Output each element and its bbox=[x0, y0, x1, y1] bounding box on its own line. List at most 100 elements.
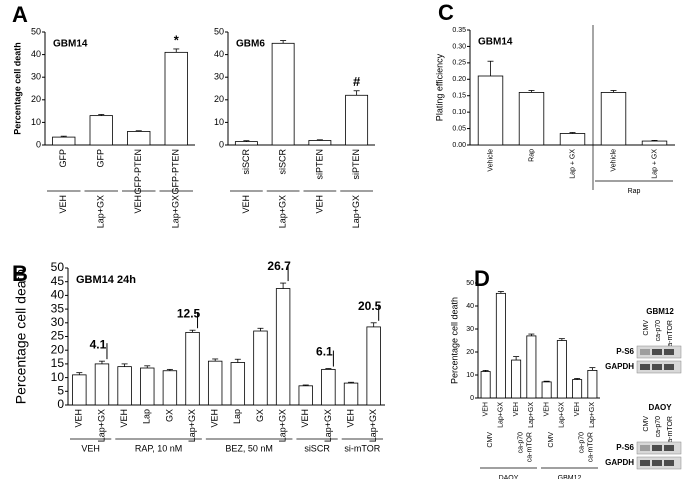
x-tick-label: VEH bbox=[543, 402, 550, 416]
group-label: CMV bbox=[487, 432, 494, 448]
blot-band bbox=[640, 445, 650, 451]
y-axis-label: Percentage cell death bbox=[12, 42, 22, 135]
y-tick-label: 30 bbox=[51, 315, 65, 329]
bar bbox=[518, 92, 545, 146]
x-tick-label: Vehicle bbox=[487, 149, 494, 172]
blot-lane: ca-p70 bbox=[655, 320, 662, 342]
x-tick-label: siPTEN bbox=[314, 149, 324, 180]
y-tick-label: 0 bbox=[36, 139, 41, 149]
bar bbox=[253, 330, 268, 406]
bar bbox=[480, 371, 491, 399]
x-tick-label: Lap bbox=[142, 409, 152, 424]
blot-band bbox=[652, 349, 662, 355]
x-tick-label: Lap+GX bbox=[528, 402, 535, 428]
group-label: si-mTOR bbox=[344, 443, 380, 453]
y-tick-label: 50 bbox=[31, 26, 41, 36]
panel-letter: D bbox=[474, 266, 490, 291]
blot-band bbox=[640, 349, 650, 355]
bar-annotation: 12.5 bbox=[177, 306, 201, 320]
group-label: Lap+GX bbox=[351, 195, 361, 228]
group-label: GBM12 bbox=[558, 475, 582, 479]
x-tick-label: GFP-PTEN bbox=[171, 149, 181, 195]
y-tick-label: 20 bbox=[31, 94, 41, 104]
blot-band bbox=[664, 460, 674, 466]
x-tick-label: Lap+GX bbox=[96, 409, 106, 442]
y-axis-label: Percentage cell death bbox=[13, 269, 29, 404]
y-tick-label: 30 bbox=[466, 326, 474, 333]
blot-band bbox=[664, 364, 674, 370]
y-tick-label: 40 bbox=[466, 303, 474, 310]
blot-row: GAPDH bbox=[605, 362, 634, 371]
group-label: CMV bbox=[548, 432, 555, 448]
bar bbox=[587, 369, 598, 399]
bar bbox=[572, 379, 583, 399]
blot-lane: CMV bbox=[643, 416, 650, 432]
bar bbox=[343, 382, 359, 406]
group-label: RAP, 10 nM bbox=[135, 443, 182, 453]
x-tick-label: siPTEN bbox=[351, 149, 361, 180]
y-tick-label: 40 bbox=[214, 49, 224, 59]
x-tick-label: GX bbox=[255, 409, 265, 422]
blot-title: DAOY bbox=[648, 403, 672, 412]
y-tick-label: 20 bbox=[466, 349, 474, 356]
y-tick-label: 0.05 bbox=[452, 125, 466, 132]
y-tick-label: 0.25 bbox=[452, 60, 466, 67]
bar-annotation: 6.1 bbox=[316, 345, 333, 359]
y-tick-label: 0.30 bbox=[452, 43, 466, 50]
y-tick-label: 0 bbox=[57, 397, 64, 411]
blot-band bbox=[664, 445, 674, 451]
x-tick-label: siSCR bbox=[278, 149, 288, 175]
blot-band bbox=[640, 460, 650, 466]
blot-lane: CMV bbox=[643, 320, 650, 336]
bar bbox=[541, 381, 552, 399]
blot-band bbox=[652, 364, 662, 370]
blot-lane: ca-mTOR bbox=[667, 320, 674, 350]
bar-annotation: * bbox=[174, 32, 180, 47]
y-axis-label: Percentage cell death bbox=[449, 297, 459, 384]
chart-title: GBM14 bbox=[478, 37, 513, 48]
y-tick-label: 40 bbox=[51, 288, 65, 302]
x-tick-label: GFP bbox=[96, 149, 106, 168]
y-tick-label: 10 bbox=[31, 117, 41, 127]
bar bbox=[298, 385, 313, 406]
blot-lane: ca-p70 bbox=[655, 416, 662, 438]
y-tick-label: 20 bbox=[214, 94, 224, 104]
bar bbox=[140, 367, 155, 406]
bar bbox=[127, 131, 151, 146]
y-tick-label: 10 bbox=[51, 370, 65, 384]
y-tick-label: 35 bbox=[51, 301, 65, 315]
blot-band bbox=[652, 460, 662, 466]
y-tick-label: 0.35 bbox=[452, 27, 466, 34]
group-label: ca-p70 bbox=[518, 432, 525, 454]
blot-title: GBM12 bbox=[646, 307, 674, 316]
bar bbox=[234, 141, 258, 146]
bar bbox=[164, 51, 188, 146]
y-tick-label: 5 bbox=[57, 383, 64, 397]
group-label: Rap bbox=[628, 188, 641, 195]
bar-annotation: 26.7 bbox=[267, 259, 291, 273]
x-tick-label: VEH bbox=[119, 409, 129, 428]
blot-band bbox=[652, 445, 662, 451]
group-label: DAOY bbox=[499, 475, 519, 479]
y-tick-label: 50 bbox=[214, 26, 224, 36]
blot-band bbox=[664, 349, 674, 355]
y-tick-label: 0 bbox=[219, 139, 224, 149]
x-tick-label: GFP-PTEN bbox=[133, 149, 143, 195]
group-label: VEH bbox=[133, 195, 143, 214]
bar bbox=[52, 136, 76, 146]
bar bbox=[345, 94, 369, 146]
group-label: ca-mTOR bbox=[588, 432, 595, 462]
y-tick-label: 0.20 bbox=[452, 76, 466, 83]
bar bbox=[271, 42, 295, 146]
y-tick-label: 0.10 bbox=[452, 109, 466, 116]
y-tick-label: 10 bbox=[214, 117, 224, 127]
x-tick-label: VEH bbox=[300, 409, 310, 428]
group-label: VEH bbox=[241, 195, 251, 214]
y-tick-label: 40 bbox=[31, 49, 41, 59]
bar bbox=[308, 140, 332, 146]
group-label: ca-mTOR bbox=[527, 432, 534, 462]
group-label: siSCR bbox=[304, 443, 330, 453]
panel-letter: B bbox=[12, 261, 28, 286]
x-tick-label: VEH bbox=[513, 402, 520, 416]
bar-annotation: 4.1 bbox=[90, 337, 107, 351]
